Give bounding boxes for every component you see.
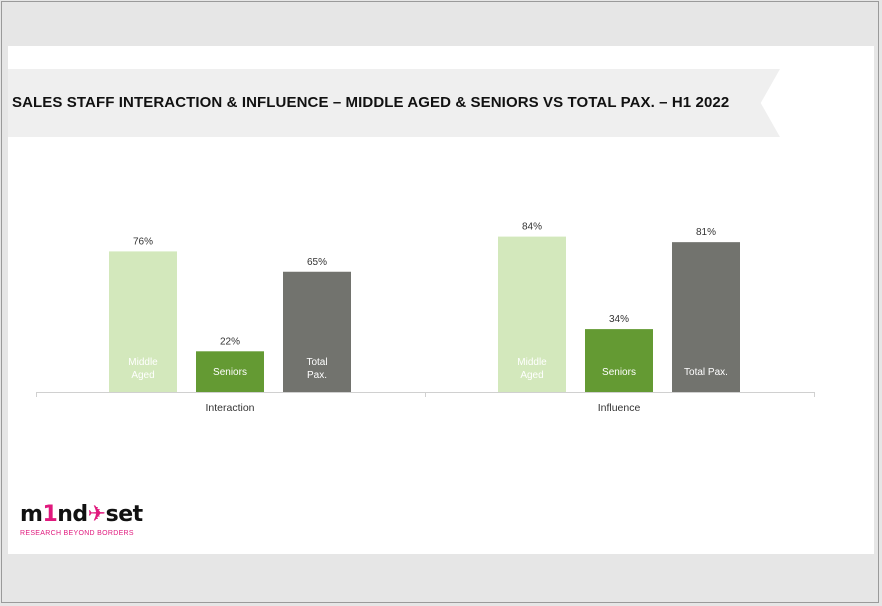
bar-series-label: Middle [517,357,547,368]
bar [672,242,740,392]
bar-series-label: Total Pax. [684,367,728,378]
bar-series-label: Seniors [213,367,247,378]
bar-series-label: Total [306,357,327,368]
bar-series-label: Middle [128,357,158,368]
bar-chart: 76% Middle Aged 22% Seniors 65% Total Pax. Inter… [36,222,815,414]
title-banner: SALES STAFF INTERACTION & INFLUENCE – MI… [8,69,780,137]
data-label: 81% [696,227,716,238]
bar [585,329,653,392]
bar-series-label: Aged [520,370,543,381]
slide: SALES STAFF INTERACTION & INFLUENCE – MI… [8,46,874,554]
chart-title: SALES STAFF INTERACTION & INFLUENCE – MI… [12,94,730,111]
bar [109,251,177,392]
category-label: Influence [598,402,641,414]
logo-plane-icon: ✈ [87,502,106,527]
logo-tagline: RESEARCH BEYOND BORDERS [20,530,134,537]
mindset-logo: m1nd✈set RESEARCH BEYOND BORDERS [20,502,160,542]
bar-series-label: Aged [131,370,154,381]
data-label: 34% [609,314,629,325]
logo-wordmark: m1nd✈set [20,502,143,527]
data-label: 84% [522,222,542,233]
bar-series-label: Seniors [602,367,636,378]
data-label: 22% [220,336,240,347]
data-label: 76% [133,236,153,247]
bar [283,271,351,392]
bar-series-label: Pax. [307,370,327,381]
category-label: Interaction [205,402,254,414]
bar [196,351,264,392]
bar [498,236,566,392]
data-label: 65% [307,257,327,268]
